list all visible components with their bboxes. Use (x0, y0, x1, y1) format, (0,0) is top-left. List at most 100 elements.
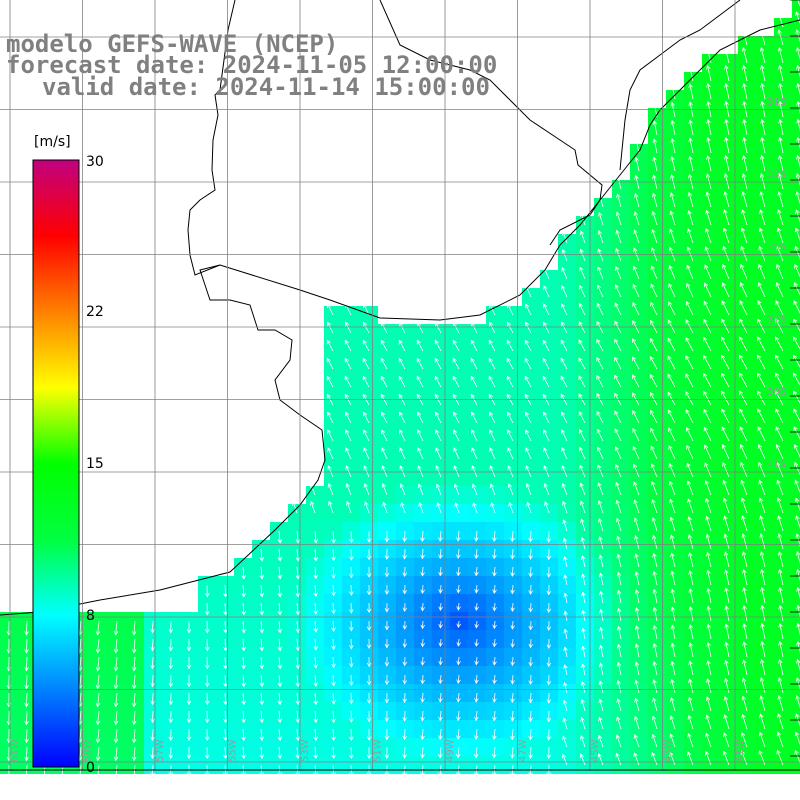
wind-arrow (384, 728, 390, 741)
wind-arrow (417, 465, 424, 478)
wind-arrow (651, 481, 658, 496)
wind-arrow (438, 602, 443, 612)
wind-arrow (741, 209, 748, 226)
wind-arrow (488, 339, 496, 352)
wind-arrow (150, 656, 155, 670)
wind-arrow (510, 620, 515, 630)
wind-arrow (685, 337, 694, 352)
wind-arrow (669, 516, 676, 532)
colorbar-unit: [m/s] (34, 134, 71, 150)
speed-cell (792, 180, 800, 198)
wind-arrow (526, 501, 532, 514)
wind-arrow (506, 339, 514, 352)
wind-arrow (524, 375, 532, 388)
wind-arrow (757, 426, 766, 442)
wind-arrow (241, 620, 246, 634)
wind-arrow (724, 659, 730, 676)
wind-arrow (703, 282, 712, 298)
speed-cell (792, 738, 800, 756)
wind-arrow (543, 303, 550, 316)
wind-arrow (380, 411, 388, 424)
wind-arrow (667, 355, 676, 370)
wind-arrow (796, 136, 800, 151)
wind-arrow (470, 339, 478, 352)
wind-arrow (579, 482, 586, 496)
wind-arrow (775, 390, 784, 406)
wind-arrow (760, 154, 766, 172)
wind-arrow (546, 638, 552, 649)
wind-arrow (331, 566, 336, 579)
wind-arrow (632, 265, 640, 280)
wind-arrow (525, 447, 532, 460)
wind-arrow (344, 339, 352, 352)
wind-arrow (398, 411, 406, 424)
wind-arrow (24, 710, 29, 726)
wind-arrow (528, 548, 533, 560)
wind-arrow (651, 228, 658, 244)
wind-arrow (634, 607, 640, 622)
wind-arrow (150, 710, 155, 724)
wind-arrow (489, 447, 496, 460)
wind-arrow (420, 602, 425, 612)
wind-arrow (223, 728, 228, 742)
wind-arrow (616, 571, 622, 586)
wind-arrow (688, 65, 694, 82)
wind-arrow (670, 660, 676, 676)
wind-arrow (795, 515, 800, 530)
wind-arrow (652, 661, 658, 676)
wind-arrow (616, 643, 622, 658)
wind-arrow (363, 447, 370, 460)
wind-arrow (524, 321, 532, 334)
wind-arrow (687, 209, 694, 226)
wind-arrow (776, 227, 784, 244)
speed-cell (792, 666, 800, 684)
wind-arrow (759, 713, 766, 730)
wind-arrow (796, 64, 800, 79)
speed-cell (792, 558, 800, 576)
wind-arrow (687, 498, 694, 514)
wind-arrow (563, 610, 568, 622)
speed-cell (792, 378, 800, 396)
wind-arrow (327, 429, 334, 442)
wind-arrow (259, 728, 265, 742)
wind-arrow (794, 749, 800, 764)
wind-arrow (777, 550, 784, 568)
lon-tick-label: 45W (590, 739, 601, 762)
wind-arrow (757, 390, 766, 406)
wind-arrow (546, 728, 552, 741)
wind-arrow (759, 191, 766, 208)
wind-arrow (580, 681, 586, 694)
wind-arrow (402, 764, 407, 778)
wind-arrow (402, 548, 407, 560)
wind-arrow (597, 248, 604, 262)
wind-arrow (507, 483, 514, 496)
wind-arrow (579, 753, 586, 766)
wind-arrow (241, 566, 246, 580)
lon-tick-label: 59W (83, 739, 94, 762)
speed-cell (792, 522, 800, 540)
wind-arrow (402, 584, 408, 595)
wind-arrow (528, 656, 533, 667)
wind-arrow (777, 29, 784, 46)
wind-arrow (326, 375, 334, 388)
wind-arrow (777, 209, 784, 226)
wind-arrow (560, 321, 568, 334)
wind-arrow (614, 428, 622, 442)
wind-arrow (634, 679, 640, 694)
wind-arrow (705, 732, 712, 748)
wind-arrow (706, 82, 712, 100)
wind-arrow (277, 728, 283, 742)
wind-arrow (349, 728, 354, 742)
wind-arrow (597, 752, 604, 766)
wind-arrow (632, 338, 640, 352)
wind-arrow (168, 638, 174, 652)
wind-arrow (113, 764, 119, 780)
wind-arrow (652, 156, 658, 172)
wind-arrow (546, 746, 552, 760)
title-forecast-date: forecast date: 2024-11-05 12:00:00 (6, 51, 497, 79)
lon-tick-label: 57W (155, 739, 166, 762)
wind-arrow (508, 501, 514, 514)
wind-arrow (703, 300, 712, 316)
wind-arrow (596, 374, 604, 388)
wind-arrow (652, 552, 658, 568)
